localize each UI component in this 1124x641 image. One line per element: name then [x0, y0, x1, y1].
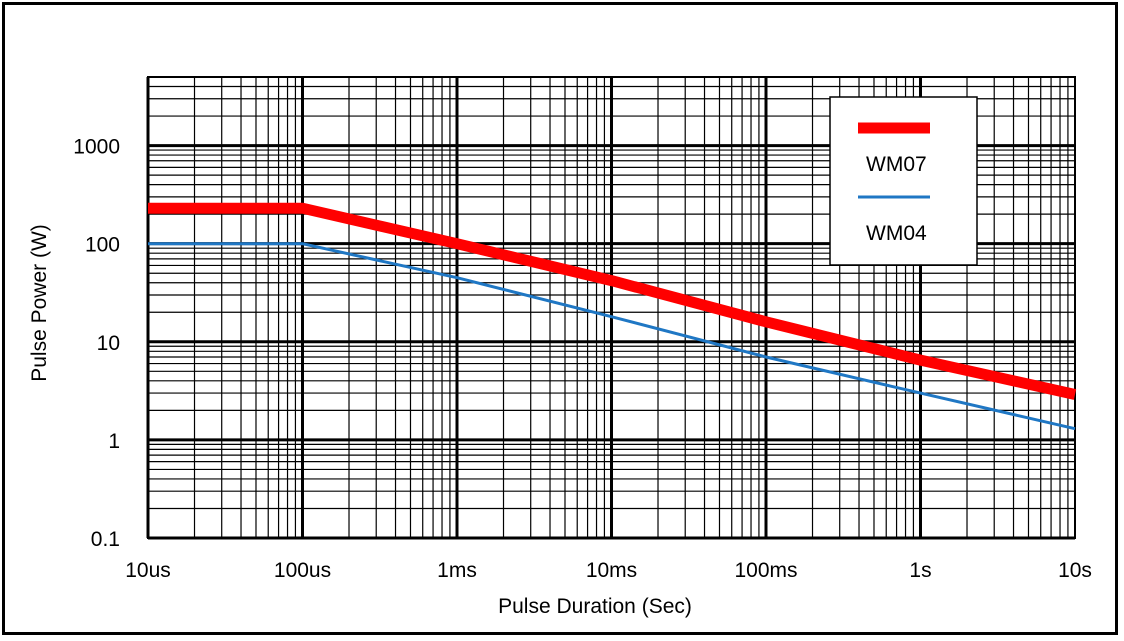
y-tick-label: 1 [108, 430, 120, 453]
x-axis-title: Pulse Duration (Sec) [498, 595, 692, 618]
x-tick-labels: 10us 100us 1ms 10ms 100ms 1s 10s [125, 559, 1092, 582]
x-tick-label: 100us [274, 559, 331, 582]
x-tick-label: 100ms [734, 559, 797, 582]
legend-label-wm07: WM07 [866, 153, 927, 176]
y-tick-label: 0.1 [91, 528, 120, 551]
y-tick-labels: 0.1 1 10 100 1000 [73, 136, 120, 551]
y-tick-label: 10 [97, 332, 120, 355]
x-tick-label: 1ms [437, 559, 477, 582]
series-line-wm07 [148, 202, 1077, 400]
x-tick-label: 10us [125, 559, 171, 582]
x-tick-label: 10ms [586, 559, 637, 582]
x-tick-label: 1s [909, 559, 931, 582]
legend: WM07 WM04 [829, 96, 978, 266]
y-tick-label: 1000 [73, 136, 120, 159]
plot-area-border [147, 76, 1076, 539]
legend-label-wm04: WM04 [866, 222, 927, 245]
y-axis-title: Pulse Power (W) [28, 224, 51, 382]
y-tick-label: 100 [85, 234, 120, 257]
series-line-wm04 [148, 242, 1076, 431]
x-tick-label: 10s [1058, 559, 1092, 582]
series-layer [148, 202, 1077, 431]
